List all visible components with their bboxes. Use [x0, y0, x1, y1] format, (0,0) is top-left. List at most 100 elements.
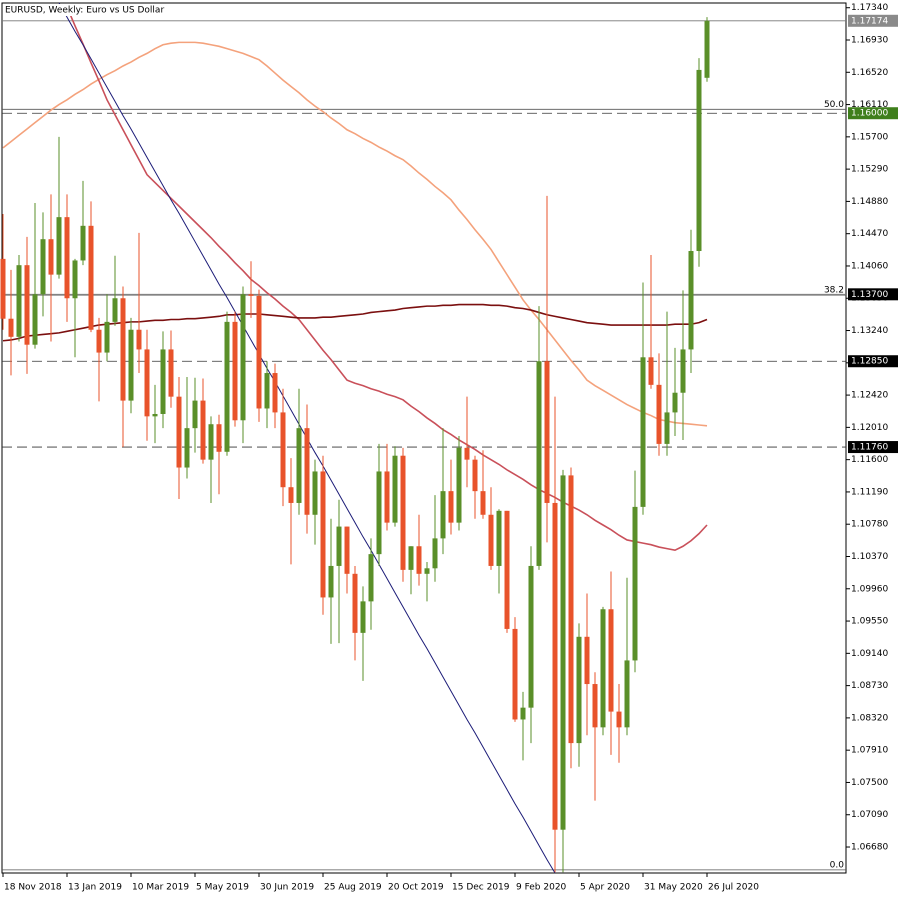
candle-body: [304, 428, 310, 515]
y-tick-label: 1.11600: [851, 455, 888, 465]
candle-body: [440, 491, 446, 539]
candle-body: [384, 471, 390, 523]
candle-body: [368, 554, 374, 602]
y-tick-label: 1.10370: [851, 552, 888, 562]
candle-body: [640, 357, 646, 507]
y-tick-label: 1.10780: [851, 520, 888, 530]
candle-body: [400, 455, 406, 570]
candle-body: [432, 538, 438, 569]
level-label: 1.12850: [851, 357, 888, 367]
x-tick-label: 15 Dec 2019: [452, 883, 510, 893]
candle-body: [704, 20, 710, 78]
candle-body: [208, 424, 214, 460]
candle-body: [0, 258, 6, 319]
candle-body: [320, 471, 326, 598]
level-label: 1.16000: [851, 109, 888, 119]
candle-body: [104, 321, 110, 353]
candle-body: [40, 239, 46, 295]
candle-body: [144, 349, 150, 417]
candle-body: [656, 384, 662, 444]
candle-body: [608, 609, 614, 712]
candle-body: [376, 471, 382, 555]
candle-body: [520, 707, 526, 720]
level-label: 1.17174: [851, 16, 888, 26]
candle-body: [264, 373, 270, 409]
candle-body: [592, 684, 598, 728]
candle-body: [624, 660, 630, 728]
candle-body: [16, 265, 22, 337]
overlay-line: [2, 41, 708, 427]
plot-area: 50.0 38.2 0.0: [0, 2, 846, 874]
y-tick-label: 1.11190: [851, 487, 888, 497]
level-label-bg: [848, 14, 898, 27]
candle-body: [664, 412, 670, 444]
x-tick-label: 26 Jul 2020: [708, 883, 759, 893]
fib-label: 50.0: [824, 100, 844, 110]
candle-body: [24, 265, 30, 345]
candle-body: [240, 294, 246, 421]
x-tick-label: 10 Mar 2019: [132, 883, 189, 893]
candle-body: [344, 526, 350, 574]
candle-body: [232, 321, 238, 421]
candle-body: [680, 349, 686, 393]
candle-body: [160, 349, 166, 414]
candle-body: [416, 546, 422, 574]
candle-body: [648, 357, 654, 385]
candle-body: [568, 475, 574, 744]
x-tick-label: 13 Jan 2019: [68, 883, 122, 893]
candle-body: [360, 601, 366, 633]
candle-body: [248, 294, 254, 296]
candle-body: [72, 260, 78, 299]
candle-body: [480, 491, 486, 515]
level-label-bg: [848, 355, 898, 368]
y-tick-label: 1.09960: [851, 584, 888, 594]
plot-frame: [1, 2, 847, 874]
candle-body: [112, 298, 118, 322]
level-label: 1.11760: [851, 443, 888, 453]
x-tick-label: 18 Nov 2018: [4, 883, 62, 893]
candle-body: [80, 225, 86, 261]
candle-body: [96, 329, 102, 353]
candle-body: [48, 239, 54, 275]
candle-body: [56, 217, 62, 275]
candle-body: [392, 455, 398, 523]
candle-body: [584, 636, 590, 685]
candle-body: [88, 225, 94, 330]
y-tick-label: 1.16520: [851, 68, 888, 78]
candle-body: [224, 321, 230, 452]
candle-body: [672, 392, 678, 413]
candle-body: [200, 400, 206, 460]
candle-body: [688, 251, 694, 350]
candle-body: [696, 69, 702, 252]
candle-body: [488, 514, 494, 566]
candle-body: [536, 361, 542, 566]
candle-body: [336, 526, 342, 566]
y-tick-label: 1.12010: [851, 423, 888, 433]
y-tick-label: 1.07910: [851, 746, 888, 756]
overlay-line: [66, 6, 708, 552]
candle-body: [552, 502, 558, 830]
y-tick-label: 1.14470: [851, 229, 888, 239]
y-tick-label: 1.12420: [851, 391, 888, 401]
fib-label: 38.2: [824, 286, 844, 296]
y-tick-label: 1.17340: [851, 3, 888, 13]
y-tick-label: 1.16930: [851, 36, 888, 46]
candle-body: [136, 329, 142, 350]
x-tick-label: 5 Apr 2020: [580, 883, 630, 893]
candle-body: [288, 487, 294, 503]
y-tick-label: 1.14880: [851, 197, 888, 207]
candle-body: [352, 573, 358, 633]
candle-body: [504, 510, 510, 629]
overlay-line: [2, 303, 708, 342]
y-tick-label: 1.07090: [851, 810, 888, 820]
x-tick-label: 5 May 2019: [196, 883, 249, 893]
candle-body: [216, 424, 222, 452]
candle-body: [176, 396, 182, 468]
candle-body: [560, 475, 566, 830]
candle-body: [576, 636, 582, 744]
candle-body: [64, 217, 70, 299]
candle-body: [472, 459, 478, 492]
candle-body: [528, 565, 534, 708]
candle-body: [424, 568, 430, 574]
